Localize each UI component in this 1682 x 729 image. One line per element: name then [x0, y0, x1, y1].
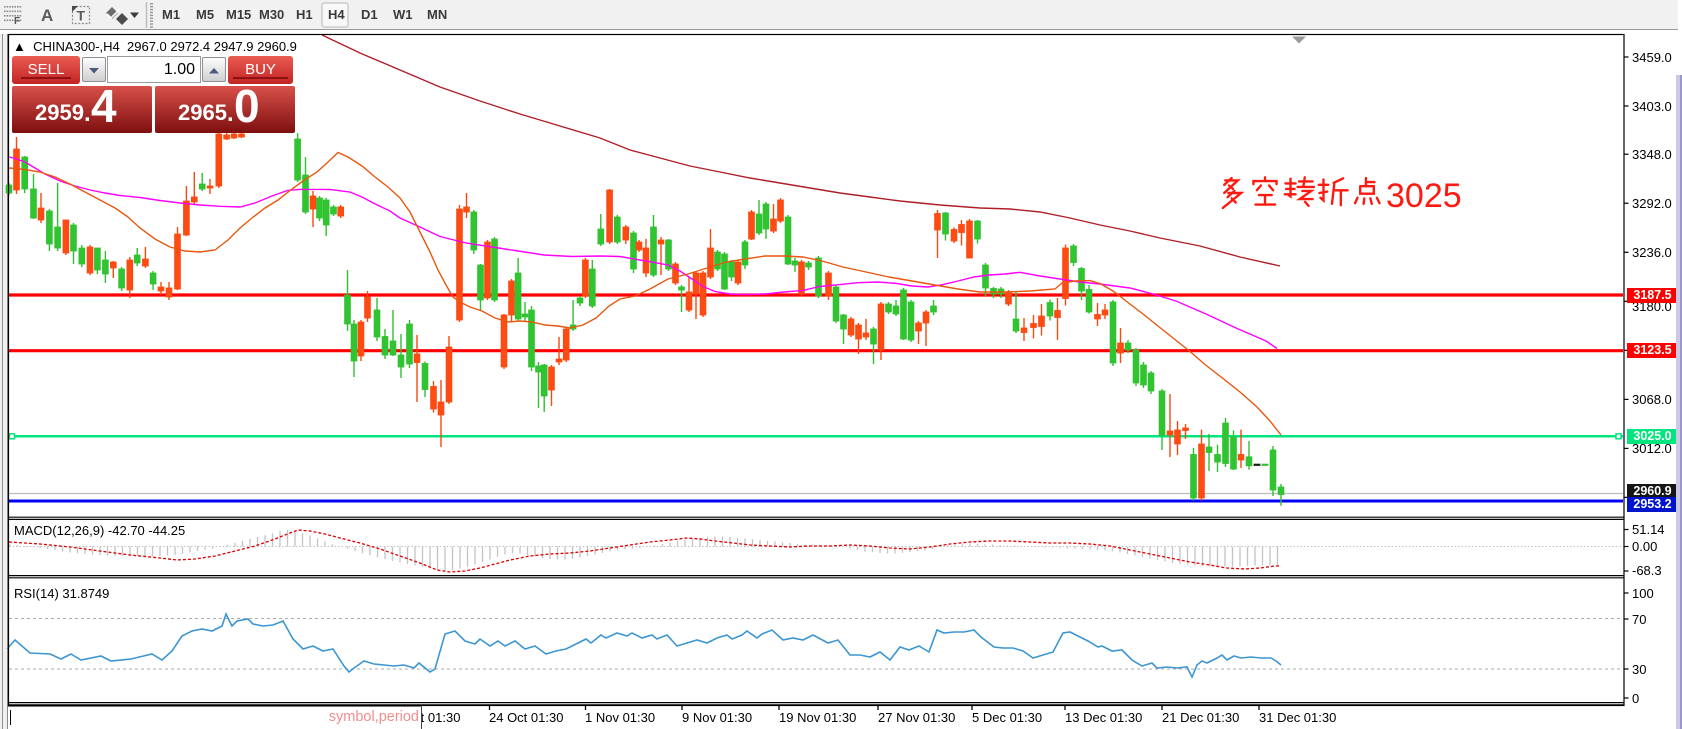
svg-text:A: A	[41, 6, 53, 25]
svg-text:3025: 3025	[1386, 177, 1462, 215]
svg-text:T: T	[77, 8, 86, 24]
svg-text:F: F	[14, 16, 20, 27]
